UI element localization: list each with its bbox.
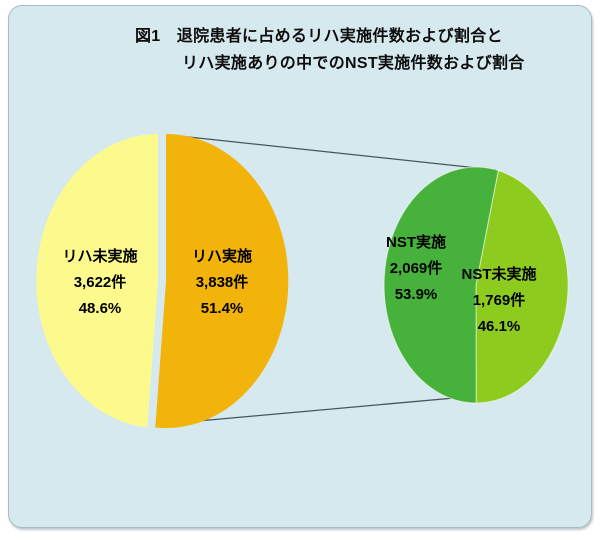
pie-label-riha-done: リハ実施 3,838件 51.4% xyxy=(157,244,287,322)
primary-pie xyxy=(36,133,289,428)
slice-count: 3,622件 xyxy=(73,274,127,291)
primary-slice-0 xyxy=(155,133,289,428)
slice-percent: 53.9% xyxy=(394,286,438,303)
pie-label-nst-not-done: NST未実施 1,769件 46.1% xyxy=(434,262,564,340)
pie-label-nst-done: NST実施 2,069件 53.9% xyxy=(351,230,481,308)
slice-count: 2,069件 xyxy=(389,260,443,277)
series-connector-line-bottom xyxy=(186,393,500,423)
slice-percent: 51.4% xyxy=(200,300,244,317)
slice-percent: 46.1% xyxy=(477,318,521,335)
slice-label: NST実施 xyxy=(385,234,446,251)
slice-count: 1,769件 xyxy=(472,292,526,309)
pie-label-riha-not-done: リハ未実施 3,622件 48.6% xyxy=(35,244,165,322)
slice-count: 3,838件 xyxy=(195,274,249,291)
figure-title-line1: 図1 退院患者に占めるリハ実施件数および割合と xyxy=(135,28,503,45)
slice-label: リハ未実施 xyxy=(62,248,138,265)
secondary-slice-0 xyxy=(475,169,569,404)
slice-label: NST未実施 xyxy=(461,266,537,283)
secondary-pie xyxy=(383,166,569,404)
slice-percent: 48.6% xyxy=(78,300,122,317)
primary-slice-1 xyxy=(36,134,158,428)
figure-title-line2: リハ実施ありの中でのNST実施件数および割合 xyxy=(182,55,525,72)
figure-title: 図1 退院患者に占めるリハ実施件数および割合と リハ実施ありの中でのNST実施件… xyxy=(135,23,525,77)
series-connector-line-top xyxy=(169,134,497,171)
secondary-slice-1 xyxy=(383,166,499,404)
slice-label: リハ実施 xyxy=(191,248,252,265)
connector-lines xyxy=(169,134,500,423)
